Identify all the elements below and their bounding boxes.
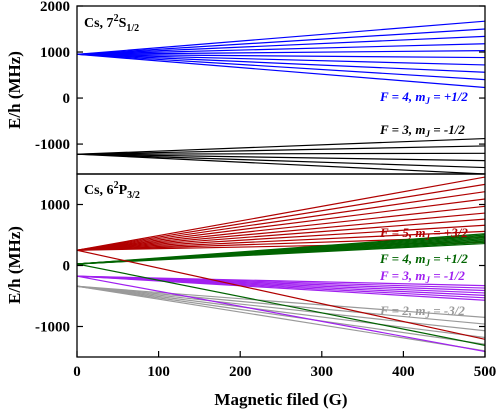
top-y-axis: 2000 1000 0 -1000 <box>35 0 485 153</box>
bottom-series-label-f5: F = 5, mJ = +3/2 <box>379 225 468 242</box>
x-axis-title: Magnetic filed (G) <box>214 390 347 409</box>
bottom-series-0-line-1 <box>77 183 485 251</box>
top-series-label-f4: F = 4, mJ = +1/2 <box>379 89 468 106</box>
bottom-y-tick-label-1: 0 <box>63 259 71 275</box>
top-series-0-line-7 <box>77 53 485 73</box>
top-series-1-line-1 <box>77 145 485 155</box>
top-y-tick-label-3: -1000 <box>35 137 70 153</box>
x-axis: 0 100 200 300 400 500 <box>73 351 496 380</box>
top-series-0-line-4 <box>77 50 485 55</box>
top-series-0-line-1 <box>77 28 485 55</box>
bottom-series-3-line-3 <box>77 285 485 339</box>
bottom-series-label-f2: F = 2, mJ = -3/2 <box>379 303 465 320</box>
bottom-crossing-line-0 <box>77 249 485 340</box>
bottom-series-0-line-5 <box>77 212 485 251</box>
bottom-series-2-line-6 <box>77 275 485 301</box>
x-tick-label-4: 400 <box>392 364 415 380</box>
bottom-y-tick-label-2: -1000 <box>35 320 70 336</box>
bottom-series-0-line-7 <box>77 224 485 251</box>
top-series-lines <box>77 20 485 174</box>
top-series-1-line-2 <box>77 152 485 155</box>
bottom-series-3-line-5 <box>77 285 485 352</box>
top-series-1-line-4 <box>77 153 485 169</box>
top-series-1-line-5 <box>77 153 485 174</box>
top-y-tick-label-1: 1000 <box>40 45 70 61</box>
top-series-0-line-9 <box>77 53 485 89</box>
bottom-y-tick-label-0: 1000 <box>40 198 70 214</box>
top-y-tick-label-0: 2000 <box>40 0 70 15</box>
top-series-1-line-3 <box>77 153 485 162</box>
x-tick-label-3: 300 <box>311 364 334 380</box>
bottom-series-lines <box>77 176 485 353</box>
top-series-0-line-6 <box>77 53 485 66</box>
bottom-series-0-line-3 <box>77 198 485 251</box>
top-y-tick-label-2: 0 <box>63 91 71 107</box>
bottom-crossing-line-2 <box>77 275 485 353</box>
bottom-series-0-line-8 <box>77 230 485 251</box>
bottom-panel-title: Cs, 62P3/2 <box>84 180 140 201</box>
bottom-crossing-line-1 <box>77 263 485 346</box>
top-series-0-line-8 <box>77 53 485 81</box>
top-series-1-line-0 <box>77 137 485 155</box>
top-series-0-line-2 <box>77 35 485 55</box>
bottom-y-axis: 1000 0 -1000 <box>35 198 485 336</box>
bottom-series-0-line-4 <box>77 205 485 251</box>
bottom-series-3-line-2 <box>77 285 485 332</box>
bottom-series-1-line-8 <box>77 242 485 265</box>
x-tick-label-0: 0 <box>73 364 81 380</box>
bottom-series-3-line-4 <box>77 285 485 345</box>
bottom-series-label-f4: F = 4, mJ = +1/2 <box>379 251 468 268</box>
top-panel-title: Cs, 72S1/2 <box>84 13 139 34</box>
bottom-series-3-line-0 <box>77 285 485 318</box>
x-tick-label-1: 100 <box>147 364 170 380</box>
top-series-0-line-5 <box>77 53 485 59</box>
bottom-series-0-line-2 <box>77 191 485 251</box>
top-series-0-line-3 <box>77 43 485 55</box>
x-tick-label-5: 500 <box>474 364 497 380</box>
x-tick-label-2: 200 <box>229 364 252 380</box>
top-series-0-line-0 <box>77 20 485 55</box>
bottom-y-axis-title: E/h (MHz) <box>5 226 24 304</box>
top-panel: 2000 1000 0 -1000 Cs, 72S1/2 F = 4, mJ = +1… <box>35 0 486 175</box>
bottom-series-0-line-0 <box>77 176 485 251</box>
bottom-series-label-f3: F = 3, mJ = -1/2 <box>379 268 465 285</box>
top-y-axis-title: E/h (MHz) <box>5 51 24 129</box>
bottom-series-0-line-6 <box>77 218 485 251</box>
top-series-label-f3: F = 3, mJ = -1/2 <box>379 122 465 139</box>
bottom-panel: 1000 0 -1000 0 100 200 300 400 500 Cs, 62P3/2 F… <box>35 173 496 380</box>
